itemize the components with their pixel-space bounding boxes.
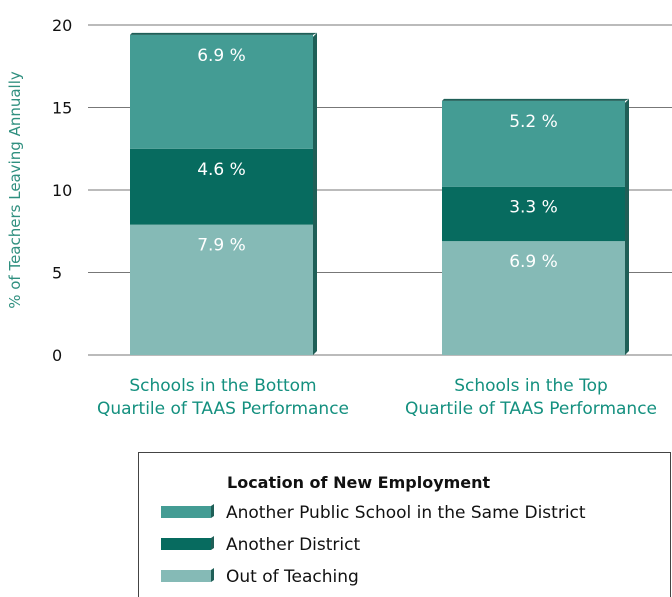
bar-segment [442, 241, 625, 355]
legend-title: Location of New Employment [227, 473, 491, 492]
bar-shadow [313, 32, 317, 356]
legend: Location of New Employment Another Publi… [138, 452, 671, 597]
legend-label: Another District [226, 535, 360, 555]
bar-segment [130, 34, 313, 149]
bar-top-edge [442, 98, 629, 101]
category-label: Schools in the Top [454, 376, 608, 396]
y-tick-label: 20 [52, 16, 72, 35]
data-label: 6.9 % [509, 252, 558, 272]
legend-swatch [161, 538, 211, 550]
legend-items: Another Public School in the Same Distri… [161, 503, 586, 587]
data-label: 3.3 % [509, 198, 558, 218]
category-label: Quartile of TAAS Performance [97, 399, 349, 419]
y-tick-label: 10 [52, 181, 72, 200]
legend-frame [138, 452, 671, 597]
legend-swatch [161, 570, 211, 582]
legend-swatch-edge [211, 536, 214, 550]
category-labels: Schools in the Bottom Quartile of TAAS Pe… [97, 376, 657, 419]
bar-top-edge [130, 32, 317, 35]
bar-segment [130, 224, 313, 355]
y-tick-label: 0 [52, 346, 62, 365]
y-tick-labels: 0 5 10 15 20 [52, 16, 72, 365]
bar-shadow [625, 98, 629, 356]
y-tick-label: 5 [52, 264, 62, 283]
legend-swatch [161, 506, 211, 518]
data-label: 6.9 % [197, 46, 246, 66]
y-tick-label: 15 [52, 99, 72, 118]
category-label: Quartile of TAAS Performance [405, 399, 657, 419]
data-labels: 7.9 % 4.6 % 6.9 % 6.9 % 3.3 % 5.2 % [197, 46, 558, 272]
legend-swatch-edge [211, 504, 214, 518]
data-label: 7.9 % [197, 236, 246, 256]
data-label: 5.2 % [509, 112, 558, 132]
bars [130, 32, 629, 356]
legend-label: Out of Teaching [226, 567, 359, 587]
bar-segment [442, 100, 625, 187]
bar-segment [130, 148, 313, 225]
y-axis-label: % of Teachers Leaving Annually [6, 71, 24, 309]
legend-swatch-edge [211, 568, 214, 582]
category-label: Schools in the Bottom [129, 376, 316, 396]
bar-segment [442, 186, 625, 242]
legend-label: Another Public School in the Same Distri… [226, 503, 586, 523]
data-label: 4.6 % [197, 160, 246, 180]
